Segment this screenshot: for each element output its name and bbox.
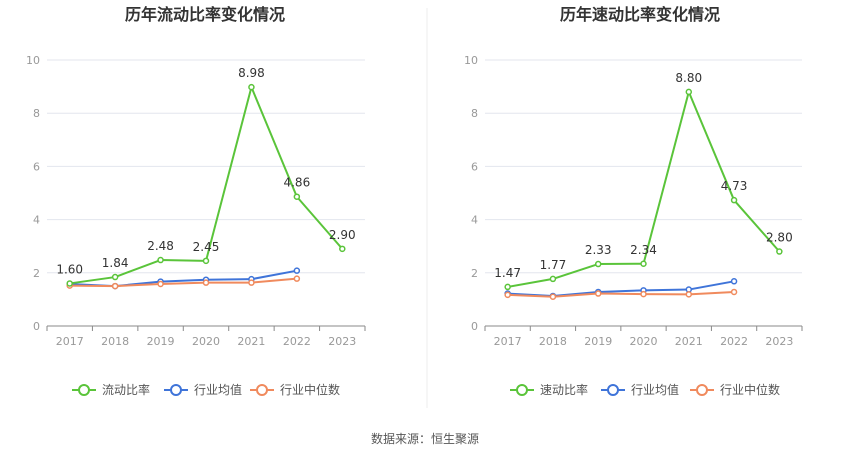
- data-label: 8.98: [238, 66, 265, 80]
- legend-label[interactable]: 速动比率: [540, 382, 588, 397]
- data-point[interactable]: [111, 273, 119, 281]
- data-point[interactable]: [248, 83, 255, 91]
- current-ratio-chart: 历年流动比率变化情况 0 2 4 6 8 10 2017 2018 2019 2020 2021 202…: [26, 5, 366, 397]
- x-tick-label: 2017: [494, 335, 522, 348]
- chart-title: 历年速动比率变化情况: [560, 5, 720, 24]
- x-tick-label: 2023: [765, 335, 793, 348]
- series-line-2: [507, 290, 735, 298]
- data-point[interactable]: [594, 290, 602, 297]
- data-point[interactable]: [248, 279, 255, 286]
- y-tick-label: 0: [471, 320, 478, 333]
- data-point[interactable]: [594, 260, 602, 268]
- quick-ratio-chart: 历年速动比率变化情况 0 2 4 6 8 10 2017 2018 2019 2020 2021 202…: [464, 5, 803, 397]
- series-line-2: [69, 277, 297, 288]
- data-point[interactable]: [293, 267, 301, 274]
- data-point[interactable]: [293, 275, 301, 282]
- legend-marker[interactable]: [78, 384, 90, 396]
- data-label: 2.33: [585, 243, 612, 257]
- y-tick-label: 8: [33, 107, 40, 120]
- x-tick-label: 2020: [630, 335, 658, 348]
- data-point[interactable]: [730, 278, 738, 285]
- data-label: 2.80: [766, 231, 793, 245]
- y-tick-label: 6: [33, 160, 40, 173]
- legend-marker[interactable]: [607, 384, 619, 396]
- y-tick-label: 10: [26, 54, 40, 67]
- y-tick-label: 4: [471, 214, 478, 227]
- y-tick-label: 2: [33, 267, 40, 280]
- legend-label[interactable]: 行业均值: [194, 382, 242, 397]
- data-label: 1.77: [540, 258, 567, 272]
- data-point[interactable]: [504, 283, 511, 291]
- x-tick-label: 2018: [101, 335, 129, 348]
- data-point[interactable]: [293, 193, 301, 200]
- data-label: 2.90: [329, 228, 356, 242]
- y-tick-label: 8: [471, 107, 478, 120]
- x-tick-label: 2021: [237, 335, 265, 348]
- data-label: 2.45: [193, 240, 220, 254]
- chart-title: 历年流动比率变化情况: [125, 5, 285, 24]
- data-point[interactable]: [685, 291, 693, 298]
- data-label: 1.84: [102, 256, 129, 270]
- y-tick-label: 10: [464, 54, 478, 67]
- x-tick-label: 2018: [539, 335, 567, 348]
- y-tick-label: 6: [471, 160, 478, 173]
- x-tick-label: 2023: [328, 335, 356, 348]
- x-tick-label: 2020: [192, 335, 220, 348]
- y-tick-label: 4: [33, 214, 40, 227]
- data-point[interactable]: [157, 280, 164, 288]
- data-label: 2.34: [630, 243, 657, 257]
- legend-marker[interactable]: [256, 384, 268, 396]
- data-label: 4.73: [721, 179, 748, 193]
- legend-marker[interactable]: [696, 384, 708, 396]
- data-point[interactable]: [66, 280, 73, 287]
- x-tick-label: 2017: [56, 335, 84, 348]
- data-point[interactable]: [685, 88, 693, 96]
- data-point[interactable]: [549, 275, 557, 283]
- legend-label[interactable]: 行业均值: [631, 382, 679, 397]
- data-point[interactable]: [640, 260, 647, 268]
- data-point[interactable]: [339, 245, 346, 253]
- data-label: 2.48: [147, 239, 174, 253]
- data-point[interactable]: [730, 196, 738, 204]
- legend-marker[interactable]: [516, 384, 528, 396]
- data-label: 1.47: [494, 266, 521, 280]
- data-point[interactable]: [111, 282, 119, 290]
- data-point[interactable]: [504, 291, 511, 299]
- data-label: 8.80: [675, 71, 702, 85]
- legend-marker[interactable]: [170, 384, 182, 396]
- data-point[interactable]: [202, 279, 210, 286]
- data-point[interactable]: [549, 293, 557, 300]
- x-tick-label: 2019: [147, 335, 175, 348]
- x-tick-label: 2021: [675, 335, 703, 348]
- y-tick-label: 2: [471, 267, 478, 280]
- y-tick-label: 0: [33, 320, 40, 333]
- legend-label[interactable]: 行业中位数: [720, 382, 780, 397]
- data-label: 4.86: [283, 176, 310, 190]
- x-tick-label: 2022: [283, 335, 311, 348]
- legend-label[interactable]: 行业中位数: [280, 382, 340, 397]
- data-label: 1.60: [56, 262, 83, 276]
- data-point[interactable]: [202, 257, 210, 265]
- legend-label[interactable]: 流动比率: [102, 382, 150, 397]
- data-point[interactable]: [776, 248, 783, 255]
- data-point[interactable]: [157, 256, 164, 264]
- x-tick-label: 2019: [584, 335, 612, 348]
- data-point[interactable]: [730, 288, 738, 296]
- source-note: 数据来源：恒生聚源: [371, 431, 479, 446]
- data-point[interactable]: [640, 290, 647, 298]
- x-tick-label: 2022: [720, 335, 748, 348]
